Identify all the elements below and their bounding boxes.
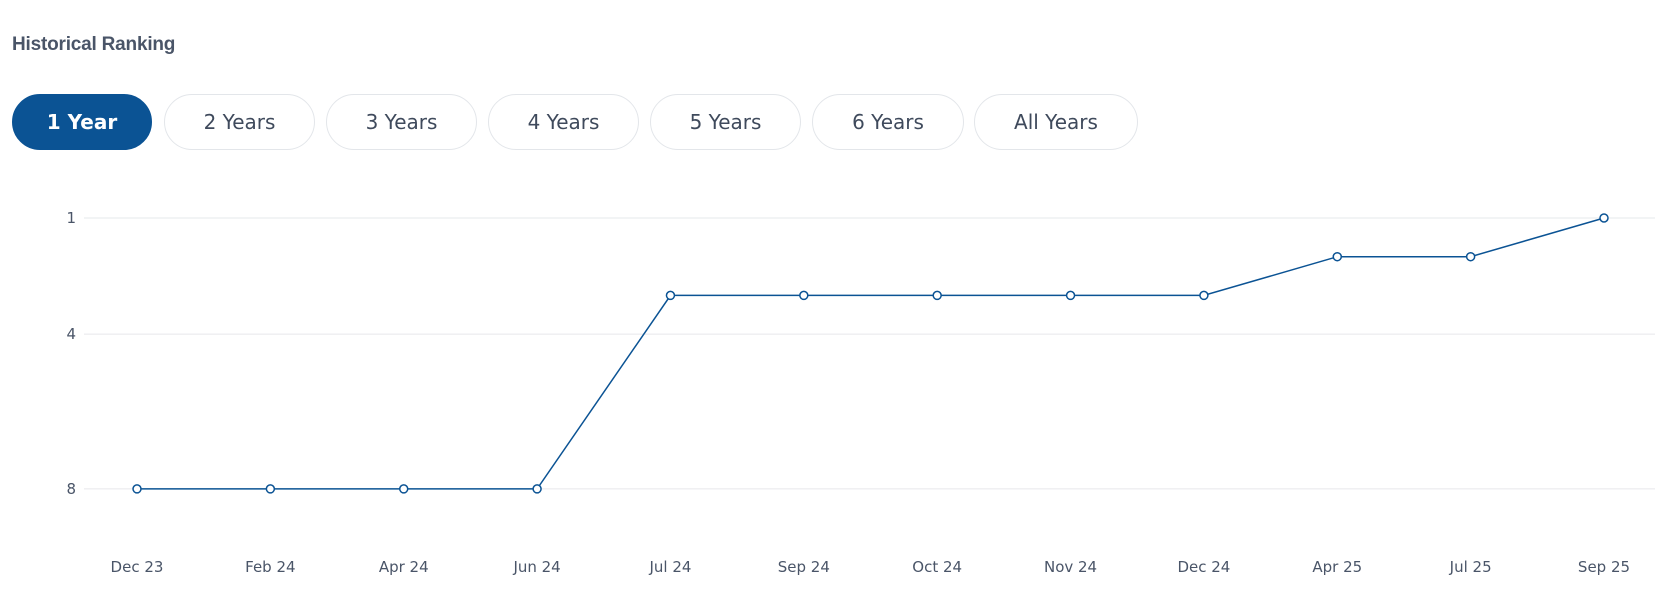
tab-5-years[interactable]: 5 Years [650, 94, 801, 150]
data-point[interactable] [1065, 290, 1076, 301]
data-point[interactable] [1599, 213, 1609, 223]
data-point[interactable] [532, 484, 542, 494]
data-point[interactable] [1199, 290, 1209, 301]
tab-2-years[interactable]: 2 Years [164, 94, 315, 150]
y-tick-label: 1 [66, 209, 76, 227]
data-point[interactable] [132, 484, 142, 494]
x-tick-label: Jun 24 [512, 558, 560, 576]
x-tick-label: Sep 24 [778, 558, 830, 576]
tab-all-years[interactable]: All Years [974, 94, 1138, 150]
x-tick-label: Sep 25 [1578, 558, 1630, 576]
x-tick-label: Jul 25 [1449, 558, 1492, 576]
tab-1-year[interactable]: 1 Year [12, 94, 152, 150]
y-tick-label: 8 [66, 480, 76, 498]
data-point[interactable] [1332, 251, 1343, 262]
tab-4-years[interactable]: 4 Years [488, 94, 639, 150]
tab-3-years[interactable]: 3 Years [326, 94, 477, 150]
x-tick-label: Oct 24 [912, 558, 962, 576]
tab-6-years[interactable]: 6 Years [812, 94, 964, 150]
chart-title: Historical Ranking [12, 34, 176, 55]
x-tick-label: Dec 24 [1177, 558, 1230, 576]
data-point[interactable] [665, 290, 676, 301]
y-tick-label: 4 [66, 325, 76, 343]
x-tick-label: Nov 24 [1044, 558, 1097, 576]
x-tick-label: Jul 24 [648, 558, 691, 576]
x-tick-label: Apr 24 [379, 558, 429, 576]
data-point[interactable] [1465, 251, 1476, 262]
data-point[interactable] [265, 484, 276, 494]
data-point[interactable] [799, 290, 809, 301]
data-point[interactable] [398, 484, 409, 494]
x-tick-label: Dec 23 [111, 558, 164, 576]
x-tick-label: Apr 25 [1312, 558, 1362, 576]
x-tick-label: Feb 24 [245, 558, 295, 576]
data-point[interactable] [932, 290, 942, 301]
series-line [137, 217, 1605, 490]
